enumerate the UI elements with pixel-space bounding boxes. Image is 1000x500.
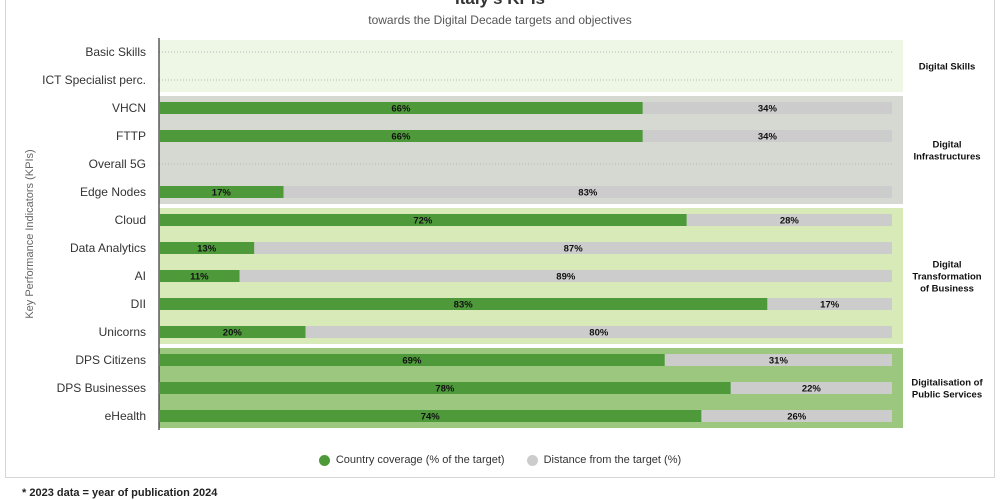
bar-distance <box>642 102 892 114</box>
category-label: Basic Skills <box>85 45 146 59</box>
bar-coverage <box>159 186 284 198</box>
bar-label-distance: 26% <box>787 412 807 423</box>
bar-distance <box>283 186 892 198</box>
category-label: AI <box>135 269 146 283</box>
bar-coverage <box>159 354 665 366</box>
bar-label-coverage: 11% <box>190 272 209 283</box>
bar-label-distance: 80% <box>589 328 609 339</box>
group-label-1: Digital <box>932 140 961 151</box>
bar-coverage <box>159 102 643 114</box>
bar-label-coverage: 13% <box>197 244 217 255</box>
legend-label: Distance from the target (%) <box>543 454 682 466</box>
category-label: Edge Nodes <box>80 185 146 199</box>
bar-label-coverage: 20% <box>223 328 243 339</box>
category-label: Unicorns <box>99 325 146 339</box>
category-label: FTTP <box>116 129 146 143</box>
bar-distance <box>642 130 892 142</box>
category-label: ICT Specialist perc. <box>42 73 146 87</box>
group-label-2: Digital <box>932 260 961 271</box>
legend-dot-icon <box>526 454 538 466</box>
bar-distance <box>254 242 893 254</box>
bar-label-coverage: 78% <box>435 384 455 395</box>
bar-distance <box>730 382 892 394</box>
group-label-2: of Business <box>920 284 974 295</box>
bar-label-coverage: 66% <box>391 132 411 143</box>
legend-label: Country coverage (% of the target) <box>335 454 505 466</box>
group-label-2: Transformation <box>912 272 981 283</box>
bar-distance <box>686 214 892 226</box>
category-label: Cloud <box>115 213 146 227</box>
group-label-3: Public Services <box>912 390 982 401</box>
group-label-3: Digitalisation of <box>911 378 983 389</box>
footnote: * 2023 data = year of publication 2024 <box>22 487 218 499</box>
legend: Country coverage (% of the target) Distan… <box>0 454 1000 466</box>
bar-label-distance: 22% <box>802 384 822 395</box>
bar-distance <box>239 270 892 282</box>
y-axis-title: Key Performance Indicators (KPIs) <box>24 149 36 318</box>
category-label: Overall 5G <box>89 157 146 171</box>
bar-coverage <box>159 382 731 394</box>
category-label: DPS Businesses <box>57 381 146 395</box>
group-label-0: Digital Skills <box>919 62 976 73</box>
bar-label-distance: 34% <box>758 132 778 143</box>
group-label-1: Infrastructures <box>913 152 980 163</box>
group-band-0 <box>159 40 903 92</box>
bar-label-distance: 87% <box>564 244 584 255</box>
bar-label-distance: 89% <box>556 272 576 283</box>
bar-coverage <box>159 242 255 254</box>
bar-label-distance: 28% <box>780 216 800 227</box>
bar-coverage <box>159 298 768 310</box>
bar-label-coverage: 72% <box>413 216 433 227</box>
bar-distance <box>305 326 893 338</box>
category-label: Data Analytics <box>70 241 146 255</box>
legend-item-1[interactable]: Distance from the target (%) <box>526 454 682 466</box>
bar-label-distance: 83% <box>578 188 598 199</box>
category-label: VHCN <box>112 101 146 115</box>
category-label: DPS Citizens <box>75 353 146 367</box>
bar-coverage <box>159 270 240 282</box>
bar-label-distance: 31% <box>769 356 789 367</box>
bar-coverage <box>159 326 306 338</box>
bar-distance <box>767 298 892 310</box>
chart-subtitle: towards the Digital Decade targets and o… <box>368 13 632 27</box>
category-label: eHealth <box>105 409 146 423</box>
bar-label-coverage: 66% <box>391 104 411 115</box>
legend-dot-icon <box>318 454 330 466</box>
bar-distance <box>664 354 892 366</box>
bar-label-distance: 17% <box>820 300 840 311</box>
chart-title: Italy's KPIs <box>0 0 1000 9</box>
legend-item-0[interactable]: Country coverage (% of the target) <box>318 454 505 466</box>
bar-label-coverage: 17% <box>212 188 232 199</box>
bar-coverage <box>159 214 687 226</box>
chart-frame <box>5 0 995 478</box>
bar-label-coverage: 74% <box>421 412 441 423</box>
bar-label-coverage: 83% <box>454 300 474 311</box>
kpi-bar-chart: Basic Skills ICT Specialist perc. VHCN FTTP… <box>24 38 983 430</box>
bar-label-distance: 34% <box>758 104 778 115</box>
bar-distance <box>701 410 892 422</box>
bar-label-coverage: 69% <box>402 356 422 367</box>
bar-coverage <box>159 410 702 422</box>
bar-coverage <box>159 130 643 142</box>
category-label: DII <box>131 297 146 311</box>
